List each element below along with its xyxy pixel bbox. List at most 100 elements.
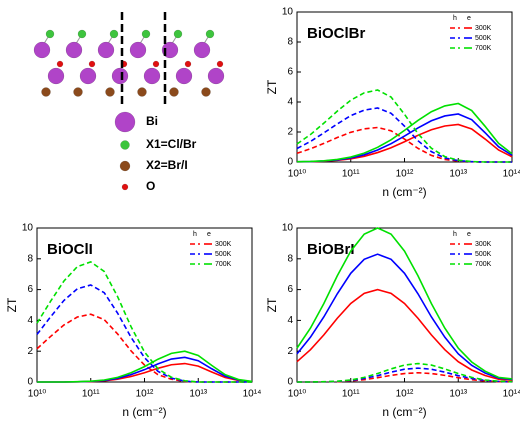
- legend-label: 500K: [475, 35, 492, 42]
- legend-label: 700K: [475, 261, 492, 268]
- atom: [205, 29, 215, 39]
- atom: [137, 87, 147, 97]
- line-series: [296, 253, 513, 381]
- line-series: [296, 126, 512, 163]
- atom: [152, 60, 160, 68]
- atom: [47, 67, 65, 85]
- legend-label: 700K: [475, 45, 492, 52]
- y-tick-label: 6: [287, 284, 293, 295]
- atom: [77, 29, 87, 39]
- atom: [33, 41, 51, 59]
- legend-label: 500K: [215, 251, 232, 258]
- atom: [216, 60, 224, 68]
- atom: [141, 29, 151, 39]
- atom: [45, 29, 55, 39]
- y-tick-label: 0: [287, 377, 293, 388]
- y-tick-label: 8: [287, 253, 293, 264]
- x-tick-label: 10¹¹: [342, 169, 360, 180]
- y-tick-label: 0: [27, 377, 33, 388]
- chart: 0 2 4 6 8 10 10¹⁰ 10¹¹ 10¹² 10¹³ 10¹⁴ n (cm⁻²) ZT BiO…: [265, 223, 520, 420]
- y-tick-label: 6: [287, 67, 293, 78]
- line-series: [297, 362, 513, 383]
- legend-header: h: [193, 231, 197, 238]
- y-tick-label: 2: [27, 346, 33, 357]
- legend-header: e: [467, 231, 471, 238]
- atom: [41, 87, 51, 97]
- atom: [73, 87, 83, 97]
- atom: [129, 41, 147, 59]
- chart-title: BiOBrI: [307, 241, 355, 258]
- y-tick-label: 8: [287, 37, 293, 48]
- atom: [88, 60, 96, 68]
- chart-title: BiOClBr: [307, 25, 366, 42]
- atom: [207, 67, 225, 85]
- x-tick-label: 10¹⁰: [288, 169, 306, 180]
- y-tick-label: 10: [282, 223, 294, 234]
- atom: [65, 41, 83, 59]
- x-tick-label: 10¹¹: [342, 389, 360, 400]
- atom: [56, 60, 64, 68]
- y-tick-label: 2: [287, 346, 293, 357]
- line-series: [296, 107, 512, 163]
- legend-label: 700K: [215, 261, 232, 268]
- line-series: [296, 227, 513, 380]
- atom: [175, 67, 193, 85]
- legend-header: e: [467, 15, 471, 22]
- y-tick-label: 4: [27, 315, 33, 326]
- atom: [201, 87, 211, 97]
- legend-label: 300K: [475, 25, 492, 32]
- y-tick-label: 4: [287, 315, 293, 326]
- x-axis-label: n (cm⁻²): [382, 185, 426, 199]
- atom: [143, 67, 161, 85]
- y-axis-label: ZT: [5, 297, 19, 312]
- chart: 0 2 4 6 8 10 10¹⁰ 10¹¹ 10¹² 10¹³ 10¹⁴ n (cm⁻²) ZT BiO…: [265, 7, 520, 200]
- legend-label: 300K: [215, 241, 232, 248]
- line-series: [36, 260, 252, 383]
- atom: [120, 140, 130, 150]
- atom: [111, 67, 129, 85]
- atom: [105, 87, 115, 97]
- structure-legend-label: Bi: [146, 114, 158, 128]
- x-tick-label: 10¹⁴: [503, 389, 520, 400]
- crystal-structure: Bi X1=Cl/Br X2=Br/I O: [33, 12, 225, 193]
- y-tick-label: 4: [287, 97, 293, 108]
- legend-label: 300K: [475, 241, 492, 248]
- x-tick-label: 10¹⁴: [503, 169, 520, 180]
- y-tick-label: 10: [282, 7, 294, 18]
- legend-header: e: [207, 231, 211, 238]
- x-tick-label: 10¹²: [136, 389, 154, 400]
- y-axis-label: ZT: [265, 297, 279, 312]
- y-tick-label: 2: [287, 127, 293, 138]
- legend-label: 500K: [475, 251, 492, 258]
- x-tick-label: 10¹¹: [82, 389, 100, 400]
- line-series: [296, 102, 513, 163]
- structure-legend-label: X2=Br/I: [146, 158, 188, 172]
- legend-header: h: [453, 231, 457, 238]
- structure-legend-label: X1=Cl/Br: [146, 137, 197, 151]
- atom: [97, 41, 115, 59]
- legend-header: h: [453, 15, 457, 22]
- atom: [109, 29, 119, 39]
- y-axis-label: ZT: [265, 79, 279, 94]
- x-tick-label: 10¹³: [189, 389, 207, 400]
- line-series: [296, 89, 512, 163]
- line-series: [296, 288, 513, 381]
- x-tick-label: 10¹⁴: [243, 389, 262, 400]
- y-tick-label: 10: [22, 223, 34, 234]
- y-tick-label: 0: [287, 157, 293, 168]
- x-axis-label: n (cm⁻²): [382, 405, 426, 419]
- atom: [193, 41, 211, 59]
- atom: [184, 60, 192, 68]
- atom: [169, 87, 179, 97]
- structure-legend-label: O: [146, 179, 155, 193]
- line-series: [37, 350, 253, 383]
- atom: [79, 67, 97, 85]
- atom: [121, 183, 129, 191]
- x-tick-label: 10¹²: [396, 169, 414, 180]
- x-tick-label: 10¹²: [396, 389, 414, 400]
- x-tick-label: 10¹³: [449, 389, 467, 400]
- atom: [173, 29, 183, 39]
- x-tick-label: 10¹³: [449, 169, 467, 180]
- chart-title: BiOClI: [47, 241, 93, 258]
